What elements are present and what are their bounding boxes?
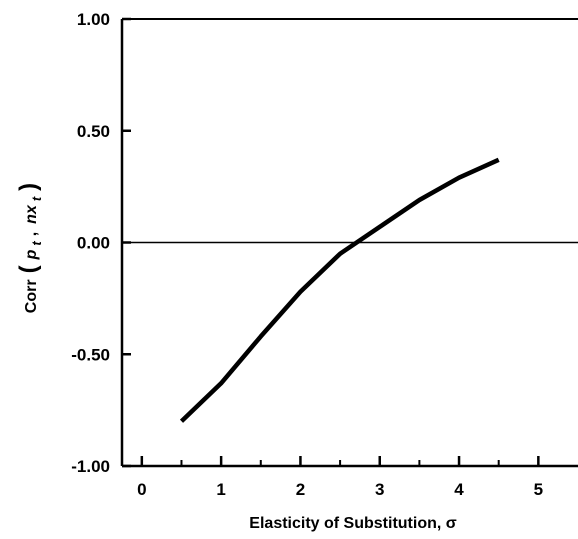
y-label-sub1: t: [29, 241, 44, 246]
y-label-sub2: t: [29, 196, 44, 201]
axes: [120, 18, 578, 468]
x-axis-label: Elasticity of Substitution, σ: [249, 515, 456, 532]
x-tick-label: 5: [534, 480, 543, 499]
series: [179, 157, 500, 423]
y-tick-label: 0.00: [77, 234, 110, 253]
ticks: [122, 17, 540, 468]
tick-labels: -1.00 -0.50 0.00 0.50 1.00 0 1 2 3 4 5: [71, 10, 543, 499]
y-tick-label: 1.00: [77, 10, 110, 29]
y-label-var2: nx: [23, 204, 40, 224]
y-tick-label: -1.00: [71, 457, 110, 476]
x-tick-label: 2: [296, 480, 305, 499]
y-label-comma: ,: [23, 232, 40, 236]
y-tick-label: 0.50: [77, 122, 110, 141]
svg-text:Corr ( p t: Corr ( p t , nx t ): [15, 183, 45, 313]
y-tick-label: -0.50: [71, 345, 110, 364]
x-tick-label: 4: [454, 480, 464, 499]
x-tick-label: 1: [216, 480, 225, 499]
series-line: [179, 157, 500, 423]
y-label-open-paren: (: [15, 265, 42, 273]
x-tick-label: 3: [375, 480, 384, 499]
y-axis-label: Corr ( p t , nx t ): [15, 183, 45, 313]
y-label-close-paren: ): [15, 183, 42, 191]
x-tick-label: 0: [137, 480, 146, 499]
y-label-prefix: Corr: [23, 279, 40, 313]
y-label-var1: p: [23, 249, 40, 260]
